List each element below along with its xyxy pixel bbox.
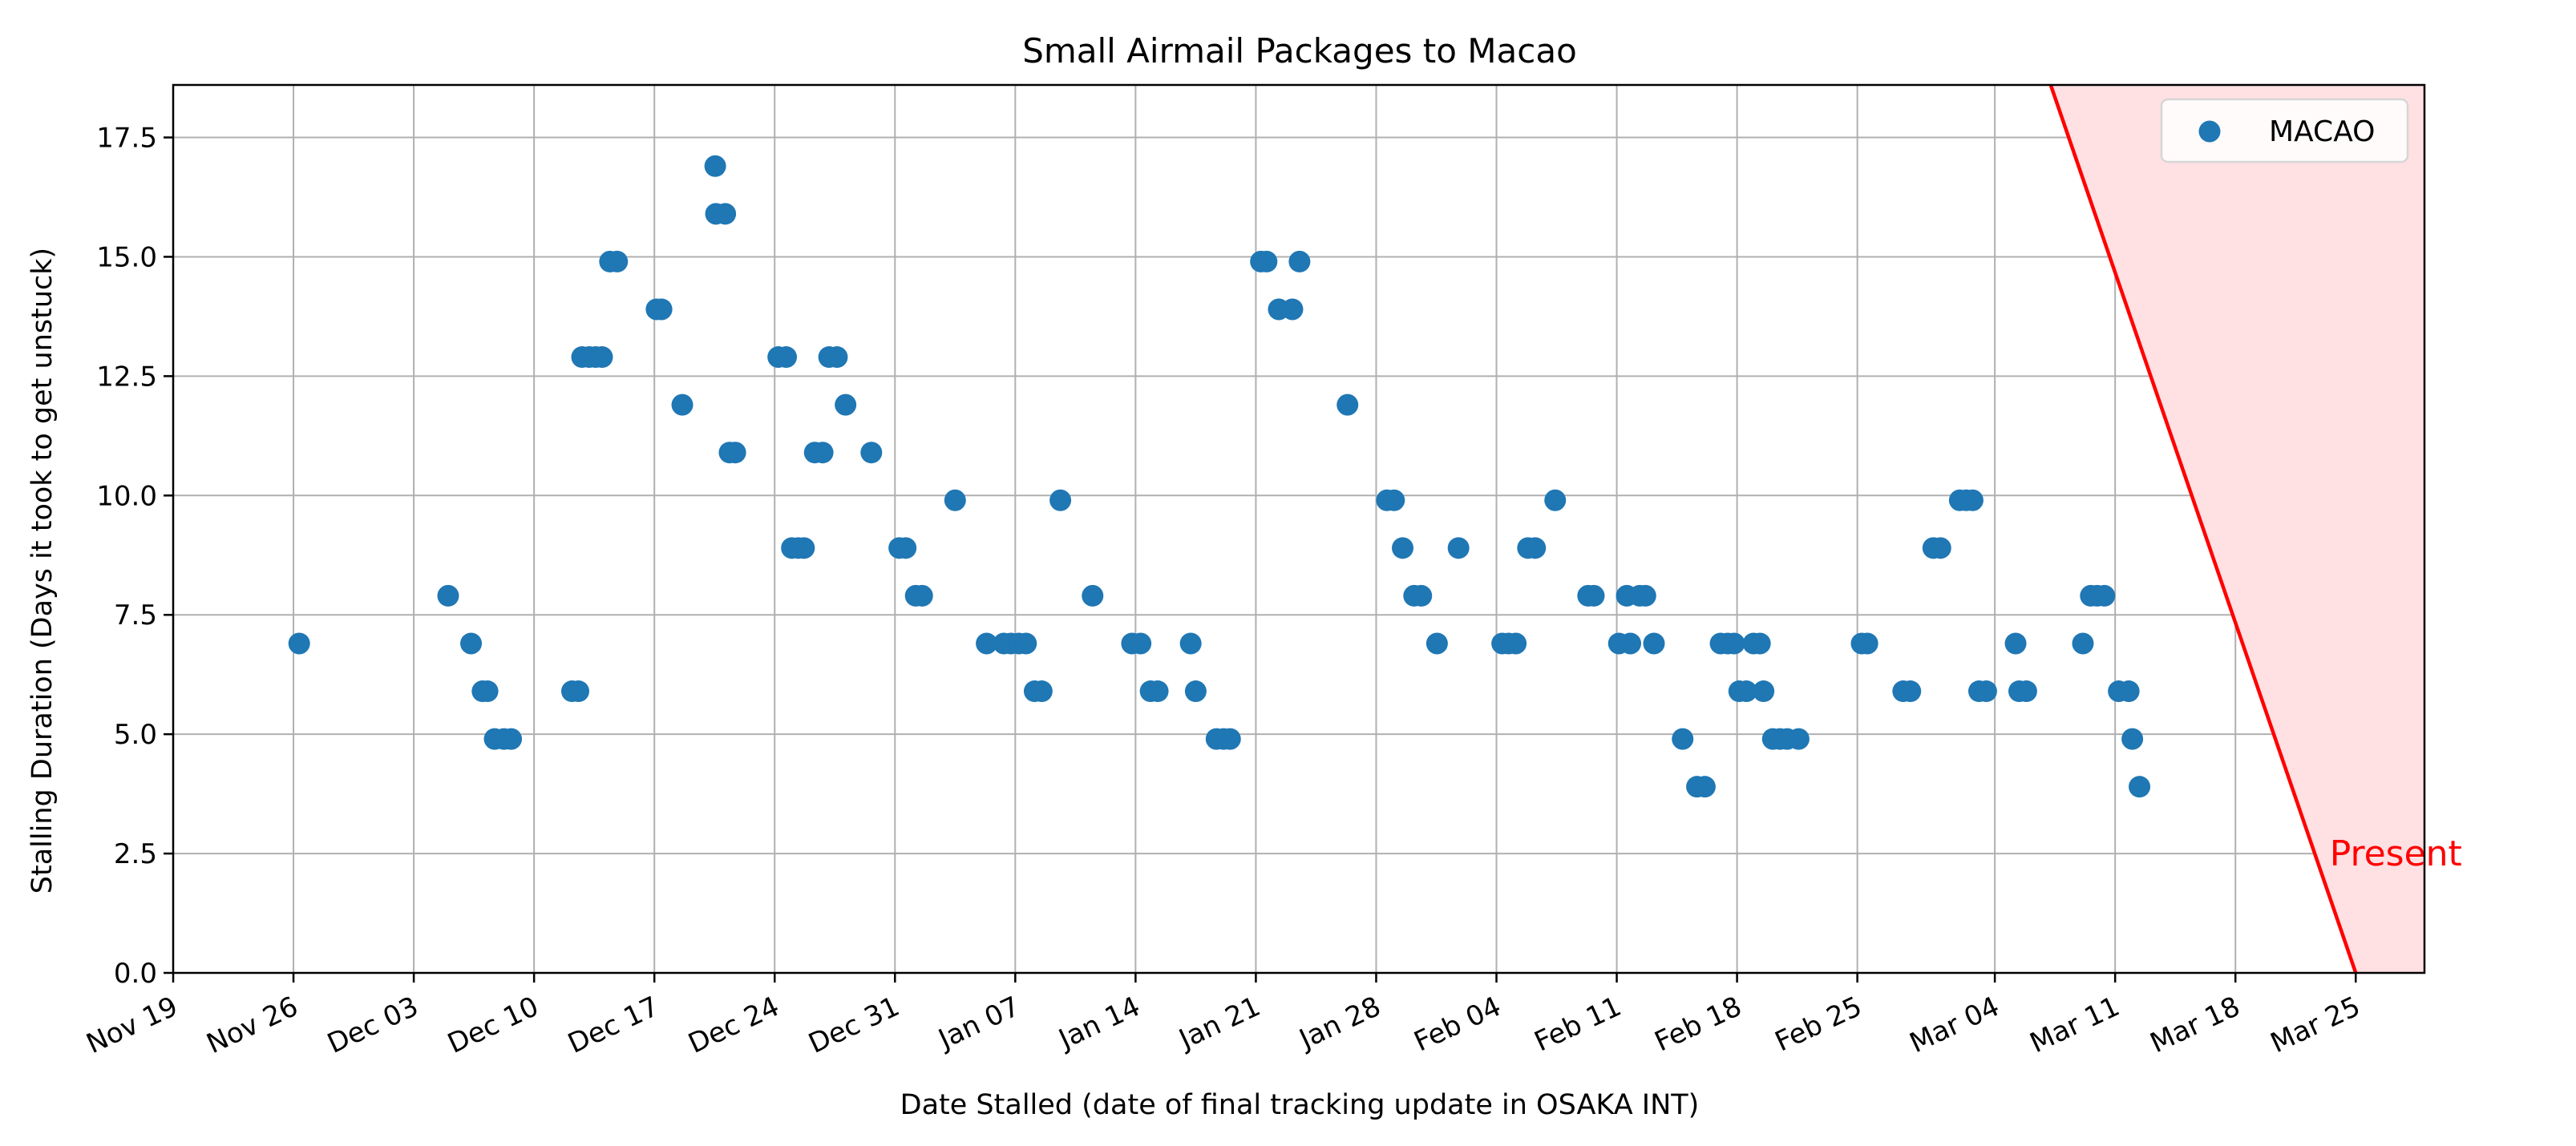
- data-point: [976, 632, 998, 655]
- series-macao: [288, 155, 2151, 798]
- data-point: [1410, 584, 1433, 607]
- data-point: [1130, 632, 1152, 655]
- data-point: [1383, 489, 1405, 511]
- plot-background: [173, 85, 2424, 973]
- data-point: [1049, 489, 1072, 511]
- legend-marker: [2198, 120, 2221, 143]
- y-tick-label: 10.0: [96, 480, 157, 512]
- y-axis-label: Stalling Duration (Days it took to get u…: [26, 248, 59, 894]
- data-point: [911, 584, 933, 607]
- data-point: [1425, 632, 1448, 655]
- data-point: [1015, 632, 1037, 655]
- legend-label: MACAO: [2269, 115, 2376, 148]
- data-point: [2004, 632, 2027, 655]
- data-point: [2093, 584, 2116, 607]
- data-point: [1337, 393, 1359, 416]
- y-tick-label: 0.0: [114, 958, 157, 990]
- data-point: [860, 442, 883, 464]
- data-point: [1392, 537, 1414, 559]
- data-point: [671, 393, 694, 416]
- present-label: Present: [2330, 833, 2462, 874]
- data-point: [1749, 632, 1771, 655]
- y-tick-label: 7.5: [114, 599, 157, 632]
- data-point: [1256, 250, 1278, 272]
- data-point: [2015, 680, 2037, 703]
- data-point: [606, 250, 629, 272]
- data-point: [1753, 680, 1775, 703]
- data-point: [724, 442, 746, 464]
- data-point: [1447, 537, 1470, 559]
- data-point: [2072, 632, 2094, 655]
- data-point: [476, 680, 499, 703]
- data-point: [1961, 489, 1984, 511]
- y-tick-label: 17.5: [96, 123, 157, 155]
- data-point: [1281, 298, 1304, 321]
- chart-title: Small Airmail Packages to Macao: [1022, 31, 1577, 71]
- data-point: [1929, 537, 1951, 559]
- y-tick-label: 15.0: [96, 241, 157, 273]
- present-region-group: [2048, 85, 2424, 973]
- data-point: [826, 346, 848, 369]
- x-axis-label: Date Stalled (date of final tracking upd…: [900, 1089, 1700, 1121]
- data-point: [775, 346, 798, 369]
- data-point: [1975, 680, 1997, 703]
- data-point: [1082, 584, 1104, 607]
- data-point: [437, 584, 459, 607]
- data-point: [1030, 680, 1053, 703]
- data-point: [1856, 632, 1878, 655]
- data-point: [1288, 250, 1311, 272]
- data-point: [1787, 728, 1810, 750]
- data-point: [1146, 680, 1169, 703]
- data-point: [1505, 632, 1527, 655]
- data-point: [714, 203, 737, 225]
- data-point: [1643, 632, 1665, 655]
- data-point: [1219, 728, 1241, 750]
- data-point: [500, 728, 523, 750]
- data-point: [2117, 680, 2140, 703]
- legend: MACAO: [2160, 98, 2409, 163]
- y-tick-label: 5.0: [114, 719, 157, 751]
- data-point: [1672, 728, 1694, 750]
- legend-box: [2160, 98, 2409, 163]
- present-line: [2048, 85, 2358, 973]
- present-region-fill: [2050, 85, 2424, 973]
- y-ticks: 0.0 2.5 5.0 7.5 10.0 12.5 15.0 17.5: [96, 123, 173, 990]
- data-point: [1634, 584, 1656, 607]
- data-point: [1524, 537, 1547, 559]
- axes-frame: [172, 83, 2426, 975]
- data-point: [704, 155, 726, 177]
- data-point: [835, 393, 857, 416]
- data-point: [1693, 776, 1716, 798]
- data-point: [1899, 680, 1922, 703]
- data-point: [1723, 632, 1745, 655]
- data-point: [1179, 632, 1202, 655]
- data-point: [2129, 776, 2151, 798]
- data-point: [288, 632, 310, 655]
- data-point: [1735, 680, 1757, 703]
- data-point: [1583, 584, 1605, 607]
- data-point: [1184, 680, 1207, 703]
- y-tick-label: 2.5: [114, 838, 157, 870]
- data-point: [944, 489, 966, 511]
- data-point: [793, 537, 815, 559]
- data-point: [2121, 728, 2144, 750]
- data-point: [650, 298, 673, 321]
- data-point: [460, 632, 483, 655]
- y-tick-label: 12.5: [96, 361, 157, 393]
- data-point: [1544, 489, 1567, 511]
- data-point: [1620, 632, 1642, 655]
- data-point: [811, 442, 834, 464]
- data-point: [568, 680, 590, 703]
- data-point: [895, 537, 917, 559]
- data-point: [591, 346, 613, 369]
